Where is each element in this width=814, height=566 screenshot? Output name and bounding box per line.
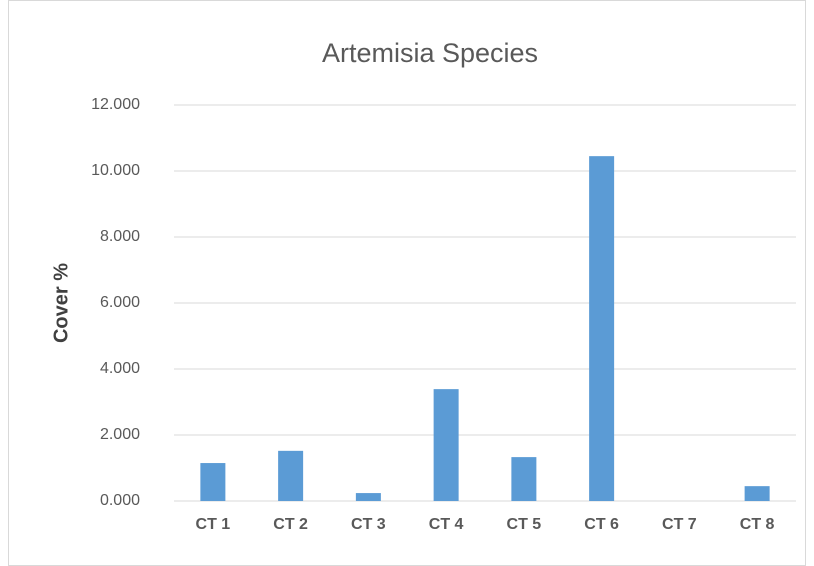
x-tick-label: CT 3 <box>351 516 386 533</box>
y-tick-label: 6.000 <box>100 294 140 311</box>
y-tick-label: 8.000 <box>100 228 140 245</box>
chart-title: Artemisia Species <box>322 38 538 68</box>
bar <box>278 450 304 501</box>
bar <box>511 457 537 501</box>
x-tick-label: CT 6 <box>584 516 619 533</box>
y-tick-label: 0.000 <box>100 492 140 509</box>
x-tick-label: CT 4 <box>429 516 464 533</box>
x-tick-label: CT 7 <box>662 516 697 533</box>
bar <box>589 156 615 501</box>
y-axis-label: Cover % <box>50 263 72 343</box>
y-tick-label: 10.000 <box>91 162 140 179</box>
y-tick-label: 12.000 <box>91 96 140 113</box>
x-tick-label: CT 1 <box>196 516 231 533</box>
bar <box>355 493 381 501</box>
chart-border <box>8 0 806 566</box>
bar <box>744 486 770 501</box>
x-tick-label: CT 2 <box>273 516 308 533</box>
x-tick-label: CT 8 <box>740 516 775 533</box>
x-tick-label: CT 5 <box>507 516 542 533</box>
bar <box>433 389 459 501</box>
y-tick-label: 2.000 <box>100 426 140 443</box>
bar <box>200 463 226 501</box>
y-tick-label: 4.000 <box>100 360 140 377</box>
